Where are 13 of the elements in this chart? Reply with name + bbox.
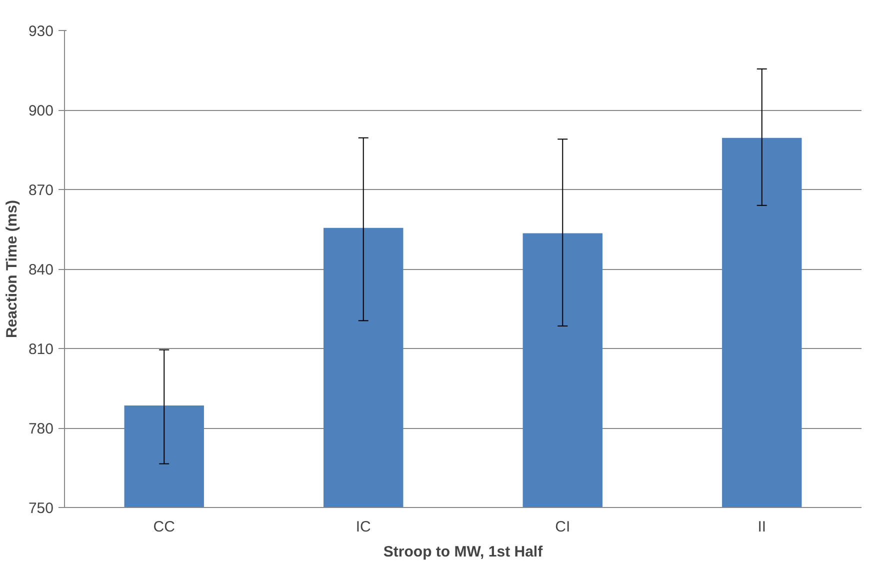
x-axis-title: Stroop to MW, 1st Half xyxy=(383,544,544,560)
y-tick-label: 810 xyxy=(28,341,54,358)
y-axis-title: Reaction Time (ms) xyxy=(3,200,20,338)
x-tick-label: CI xyxy=(555,518,570,536)
x-tick-label: CC xyxy=(153,518,176,536)
x-tick-label: II xyxy=(758,518,766,536)
y-tick-label: 930 xyxy=(28,23,54,40)
y-tick-label: 840 xyxy=(28,262,54,278)
y-tick-label: 900 xyxy=(28,102,54,120)
y-tick-label: 750 xyxy=(28,500,54,517)
y-tick-label: 780 xyxy=(28,420,54,438)
x-tick-label: IC xyxy=(356,518,372,536)
y-tick-label: 870 xyxy=(28,182,54,199)
